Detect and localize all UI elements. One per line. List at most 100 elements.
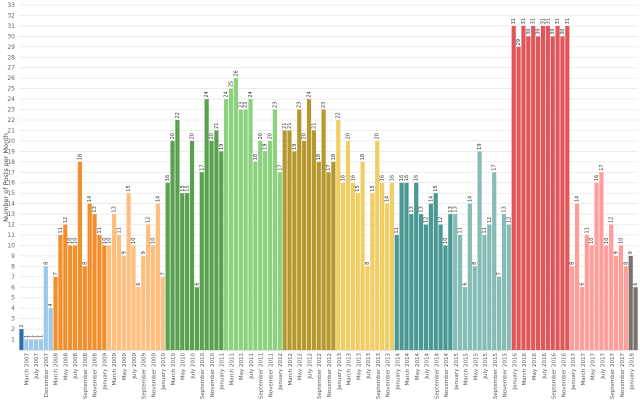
bar[interactable] <box>511 25 516 351</box>
bar[interactable] <box>526 36 531 350</box>
bar[interactable] <box>414 182 419 350</box>
bar[interactable] <box>263 151 268 350</box>
bar[interactable] <box>472 266 477 350</box>
bar[interactable] <box>345 140 351 350</box>
bar[interactable] <box>321 109 326 350</box>
bar[interactable] <box>443 245 448 350</box>
bar[interactable] <box>550 36 555 350</box>
bar[interactable] <box>482 235 487 350</box>
bar[interactable] <box>306 99 312 350</box>
bar[interactable] <box>180 193 185 350</box>
bar[interactable] <box>633 287 638 350</box>
bar[interactable] <box>492 172 497 350</box>
bar[interactable] <box>336 120 341 350</box>
bar[interactable] <box>506 224 511 350</box>
bar[interactable] <box>428 203 433 350</box>
bar[interactable] <box>136 287 141 350</box>
bar[interactable] <box>574 203 580 350</box>
bar[interactable] <box>243 109 248 350</box>
bar[interactable] <box>72 245 78 350</box>
bar[interactable] <box>565 25 570 351</box>
bar[interactable] <box>43 266 48 350</box>
bar[interactable] <box>297 109 302 350</box>
bar[interactable] <box>277 172 282 350</box>
bar[interactable] <box>287 130 292 350</box>
bar[interactable] <box>82 266 87 350</box>
bar[interactable] <box>409 214 414 350</box>
bar[interactable] <box>238 109 243 350</box>
bar[interactable] <box>501 214 507 350</box>
bar[interactable] <box>214 130 219 350</box>
bar[interactable] <box>24 339 29 350</box>
bar[interactable] <box>155 203 161 350</box>
bar[interactable] <box>350 182 355 350</box>
bar[interactable] <box>111 214 117 350</box>
bar[interactable] <box>384 203 390 350</box>
bar[interactable] <box>38 339 44 350</box>
bar[interactable] <box>189 140 195 350</box>
bar[interactable] <box>199 172 204 350</box>
bar[interactable] <box>404 182 409 350</box>
bar[interactable] <box>29 339 34 350</box>
bar[interactable] <box>146 224 151 350</box>
bar[interactable] <box>160 276 165 350</box>
bar[interactable] <box>570 266 575 350</box>
bar[interactable] <box>521 25 526 351</box>
bar[interactable] <box>87 203 92 350</box>
bar[interactable] <box>399 182 404 350</box>
bar[interactable] <box>438 224 443 350</box>
bar[interactable] <box>224 99 229 350</box>
bar[interactable] <box>331 161 336 350</box>
bar[interactable] <box>623 266 628 350</box>
bar[interactable] <box>453 214 458 350</box>
bar[interactable] <box>126 193 131 350</box>
bar[interactable] <box>102 245 107 350</box>
bar[interactable] <box>272 109 277 350</box>
bar[interactable] <box>609 224 614 350</box>
bar[interactable] <box>267 140 273 350</box>
bar[interactable] <box>292 151 297 350</box>
bar[interactable] <box>448 214 453 350</box>
bar[interactable] <box>496 276 502 350</box>
bar[interactable] <box>370 193 375 350</box>
bar[interactable] <box>121 255 126 350</box>
bar[interactable] <box>219 151 224 350</box>
bar[interactable] <box>97 235 102 350</box>
bar[interactable] <box>516 46 521 351</box>
bar[interactable] <box>458 235 463 350</box>
bar[interactable] <box>150 245 156 350</box>
bar[interactable] <box>545 25 550 351</box>
bar[interactable] <box>194 287 199 350</box>
bar[interactable] <box>389 182 394 350</box>
bar[interactable] <box>253 161 258 350</box>
bar[interactable] <box>63 224 68 350</box>
bar[interactable] <box>380 182 385 350</box>
bar[interactable] <box>599 172 604 350</box>
bar[interactable] <box>594 182 599 350</box>
bar[interactable] <box>531 25 536 351</box>
bar[interactable] <box>33 339 39 350</box>
bar[interactable] <box>540 25 546 351</box>
bar[interactable] <box>555 25 560 351</box>
bar[interactable] <box>48 308 53 350</box>
bar[interactable] <box>282 130 287 350</box>
bar[interactable] <box>116 235 122 350</box>
bar[interactable] <box>589 245 594 350</box>
bar[interactable] <box>613 255 619 350</box>
bar[interactable] <box>58 235 63 350</box>
bar[interactable] <box>477 151 482 350</box>
bar[interactable] <box>175 120 180 350</box>
bar[interactable] <box>462 287 468 350</box>
bar[interactable] <box>185 193 190 350</box>
bar[interactable] <box>302 140 307 350</box>
bar[interactable] <box>355 193 360 350</box>
bar[interactable] <box>228 88 234 351</box>
bar[interactable] <box>535 36 541 350</box>
bar[interactable] <box>316 161 321 350</box>
bar[interactable] <box>487 224 492 350</box>
bar[interactable] <box>584 235 589 350</box>
bar[interactable] <box>165 182 170 350</box>
bar[interactable] <box>77 161 83 350</box>
bar[interactable] <box>433 193 438 350</box>
bar[interactable] <box>341 182 346 350</box>
